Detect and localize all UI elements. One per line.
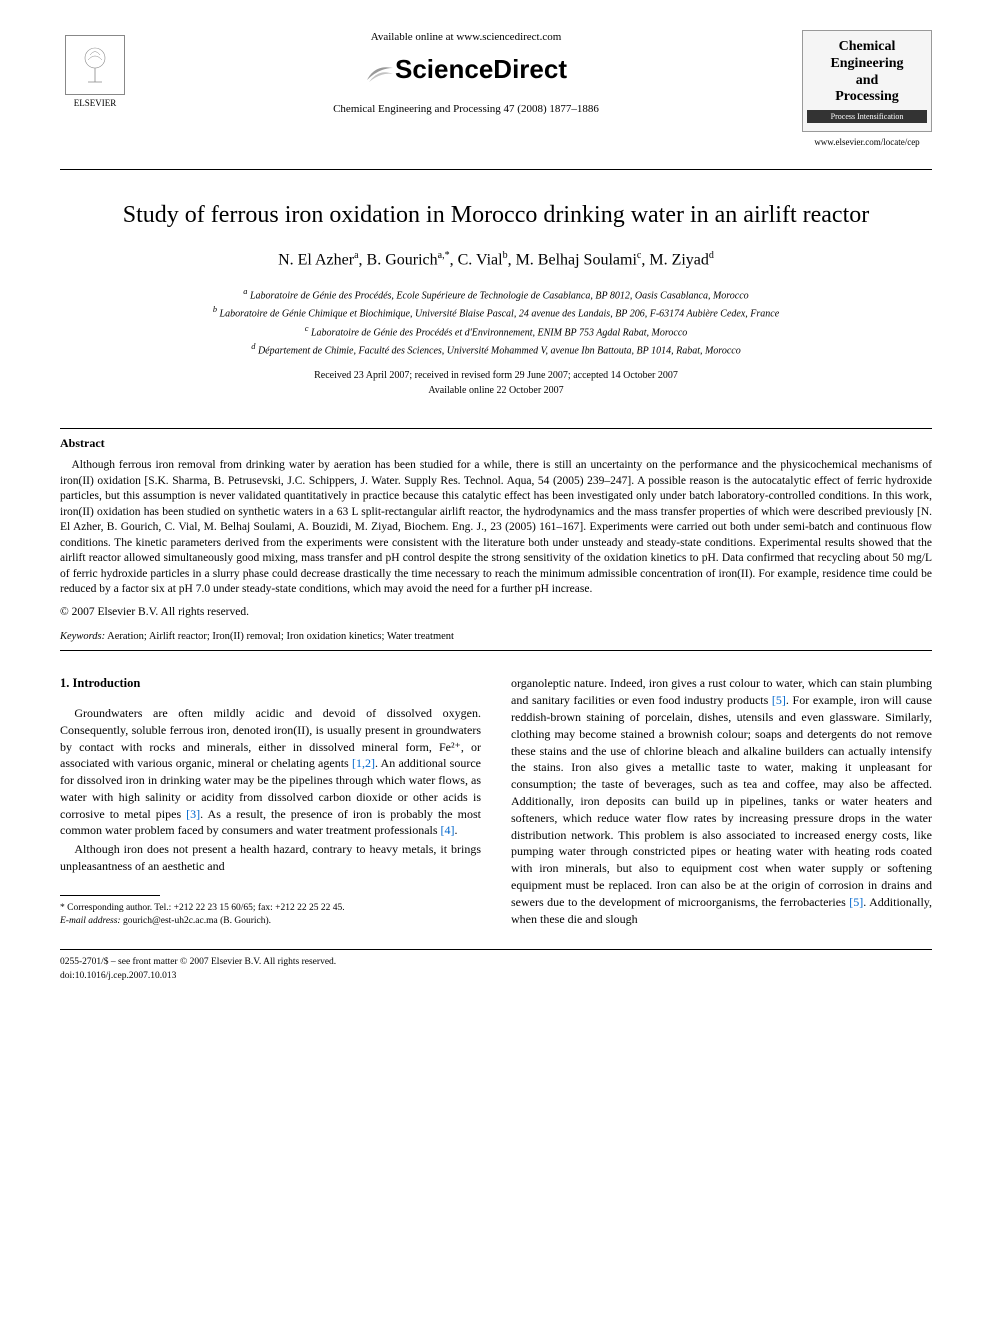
article-title: Study of ferrous iron oxidation in Moroc… <box>60 200 932 231</box>
affiliation-line: a Laboratoire de Génie des Procédés, Eco… <box>60 286 932 303</box>
affiliation-line: c Laboratoire de Génie des Procédés et d… <box>60 323 932 340</box>
cover-title-line: and <box>856 73 879 88</box>
abstract-copyright: © 2007 Elsevier B.V. All rights reserved… <box>60 604 932 620</box>
article-dates: Received 23 April 2007; received in revi… <box>60 368 932 398</box>
keywords-label: Keywords: <box>60 631 105 642</box>
footer-text: 0255-2701/$ – see front matter © 2007 El… <box>60 956 932 983</box>
affiliation-line: d Département de Chimie, Faculté des Sci… <box>60 341 932 358</box>
left-column: 1. Introduction Groundwaters are often m… <box>60 675 481 929</box>
footer-divider <box>60 949 932 950</box>
body-paragraph: organoleptic nature. Indeed, iron gives … <box>511 675 932 927</box>
body-columns: 1. Introduction Groundwaters are often m… <box>60 675 932 929</box>
abstract-text: Although ferrous iron removal from drink… <box>60 458 932 598</box>
journal-cover: Chemical Engineering and Processing Proc… <box>802 30 932 149</box>
citation-link[interactable]: [5] <box>772 693 786 707</box>
citation-link[interactable]: [4] <box>441 823 455 837</box>
journal-cover-box: Chemical Engineering and Processing Proc… <box>802 30 932 132</box>
elsevier-tree-icon <box>65 35 125 95</box>
elsevier-label: ELSEVIER <box>74 97 117 110</box>
corresponding-author-footnote: * Corresponding author. Tel.: +212 22 23… <box>60 902 481 929</box>
sciencedirect-swoosh-icon <box>365 60 395 84</box>
footnote-divider <box>60 895 160 896</box>
keywords-line: Keywords: Aeration; Airlift reactor; Iro… <box>60 630 932 645</box>
cover-title-line: Engineering <box>830 56 903 71</box>
cover-title-line: Chemical <box>839 39 896 54</box>
corresponding-email-line: E-mail address: gourich@est-uh2c.ac.ma (… <box>60 915 481 928</box>
citation-link[interactable]: [3] <box>186 807 200 821</box>
email-address[interactable]: gourich@est-uh2c.ac.ma <box>123 916 218 926</box>
received-dates: Received 23 April 2007; received in revi… <box>60 368 932 383</box>
affiliation-line: b Laboratoire de Génie Chimique et Bioch… <box>60 304 932 321</box>
email-author: (B. Gourich). <box>220 916 271 926</box>
online-date: Available online 22 October 2007 <box>60 383 932 398</box>
cover-title: Chemical Engineering and Processing <box>807 39 927 106</box>
corresponding-tel-fax: * Corresponding author. Tel.: +212 22 23… <box>60 902 481 915</box>
authors-list: N. El Azhera, B. Gouricha,*, C. Vialb, M… <box>60 249 932 272</box>
abstract-paragraph: Although ferrous iron removal from drink… <box>60 458 932 598</box>
cover-subtitle: Process Intensification <box>807 110 927 123</box>
doi: doi:10.1016/j.cep.2007.10.013 <box>60 970 932 983</box>
body-paragraph: Groundwaters are often mildly acidic and… <box>60 705 481 839</box>
center-header: Available online at www.sciencedirect.co… <box>130 30 802 117</box>
keywords-text: Aeration; Airlift reactor; Iron(II) remo… <box>107 631 454 642</box>
elsevier-logo: ELSEVIER <box>60 30 130 110</box>
issn-copyright: 0255-2701/$ – see front matter © 2007 El… <box>60 956 932 969</box>
section-heading-intro: 1. Introduction <box>60 675 481 693</box>
sciencedirect-text: ScienceDirect <box>395 54 567 84</box>
journal-url: www.elsevier.com/locate/cep <box>802 136 932 149</box>
abstract-heading: Abstract <box>60 435 932 452</box>
citation-link[interactable]: [5] <box>849 895 863 909</box>
abstract-bottom-rule <box>60 650 932 651</box>
right-column: organoleptic nature. Indeed, iron gives … <box>511 675 932 929</box>
email-label: E-mail address: <box>60 916 121 926</box>
body-paragraph: Although iron does not present a health … <box>60 841 481 875</box>
journal-reference: Chemical Engineering and Processing 47 (… <box>150 102 782 117</box>
header-divider <box>60 169 932 170</box>
publisher-header: ELSEVIER Available online at www.science… <box>60 30 932 149</box>
abstract-top-rule <box>60 428 932 429</box>
affiliations: a Laboratoire de Génie des Procédés, Eco… <box>60 286 932 358</box>
sciencedirect-logo: ScienceDirect <box>150 51 782 87</box>
available-online-text: Available online at www.sciencedirect.co… <box>150 30 782 45</box>
citation-link[interactable]: [1,2] <box>352 756 375 770</box>
cover-title-line: Processing <box>835 89 899 104</box>
